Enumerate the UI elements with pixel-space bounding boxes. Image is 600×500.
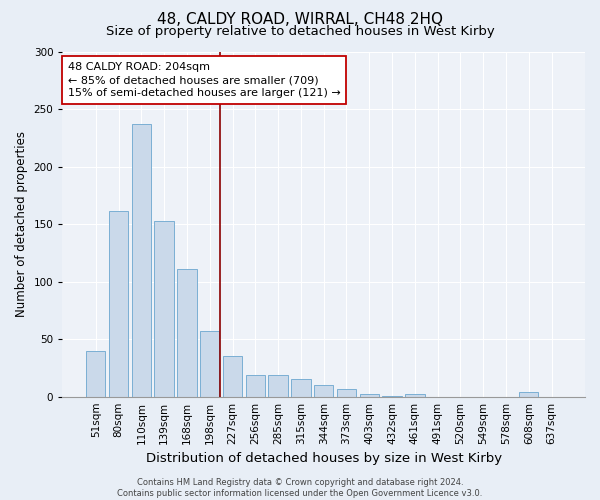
Bar [177, 269, 197, 396]
Text: Size of property relative to detached houses in West Kirby: Size of property relative to detached ho… [106, 25, 494, 38]
Bar [223, 356, 242, 397]
Bar [200, 331, 220, 396]
Bar [109, 212, 128, 396]
Y-axis label: Number of detached properties: Number of detached properties [15, 131, 28, 317]
Bar [291, 380, 311, 396]
Bar [519, 392, 538, 396]
Bar [405, 394, 425, 396]
X-axis label: Distribution of detached houses by size in West Kirby: Distribution of detached houses by size … [146, 452, 502, 465]
Text: Contains HM Land Registry data © Crown copyright and database right 2024.
Contai: Contains HM Land Registry data © Crown c… [118, 478, 482, 498]
Bar [86, 350, 106, 397]
Bar [314, 385, 334, 396]
Bar [154, 220, 174, 396]
Text: 48, CALDY ROAD, WIRRAL, CH48 2HQ: 48, CALDY ROAD, WIRRAL, CH48 2HQ [157, 12, 443, 28]
Bar [268, 375, 288, 396]
Text: 48 CALDY ROAD: 204sqm
← 85% of detached houses are smaller (709)
15% of semi-det: 48 CALDY ROAD: 204sqm ← 85% of detached … [68, 62, 340, 98]
Bar [337, 388, 356, 396]
Bar [359, 394, 379, 396]
Bar [131, 124, 151, 396]
Bar [245, 375, 265, 396]
